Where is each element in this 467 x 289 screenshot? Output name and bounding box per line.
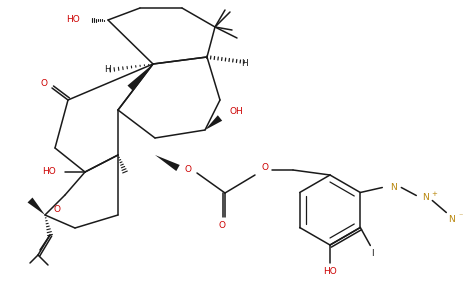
Text: HO: HO bbox=[66, 16, 80, 25]
Text: O: O bbox=[41, 79, 48, 88]
Text: HO: HO bbox=[323, 268, 337, 277]
Text: O: O bbox=[262, 164, 269, 173]
Text: N: N bbox=[448, 215, 455, 224]
Text: I: I bbox=[371, 249, 374, 258]
Text: H: H bbox=[241, 60, 248, 68]
Polygon shape bbox=[28, 197, 45, 215]
Text: N: N bbox=[422, 193, 429, 202]
Text: O: O bbox=[54, 205, 61, 214]
Polygon shape bbox=[127, 64, 153, 90]
Text: OH: OH bbox=[230, 108, 244, 116]
Text: N: N bbox=[390, 183, 396, 192]
Text: O: O bbox=[184, 166, 191, 175]
Polygon shape bbox=[205, 115, 222, 130]
Text: H: H bbox=[104, 66, 111, 75]
Text: +: + bbox=[432, 192, 437, 197]
Text: HO: HO bbox=[42, 168, 56, 177]
Text: ⁻: ⁻ bbox=[458, 211, 462, 220]
Polygon shape bbox=[155, 155, 180, 171]
Text: O: O bbox=[219, 221, 226, 231]
